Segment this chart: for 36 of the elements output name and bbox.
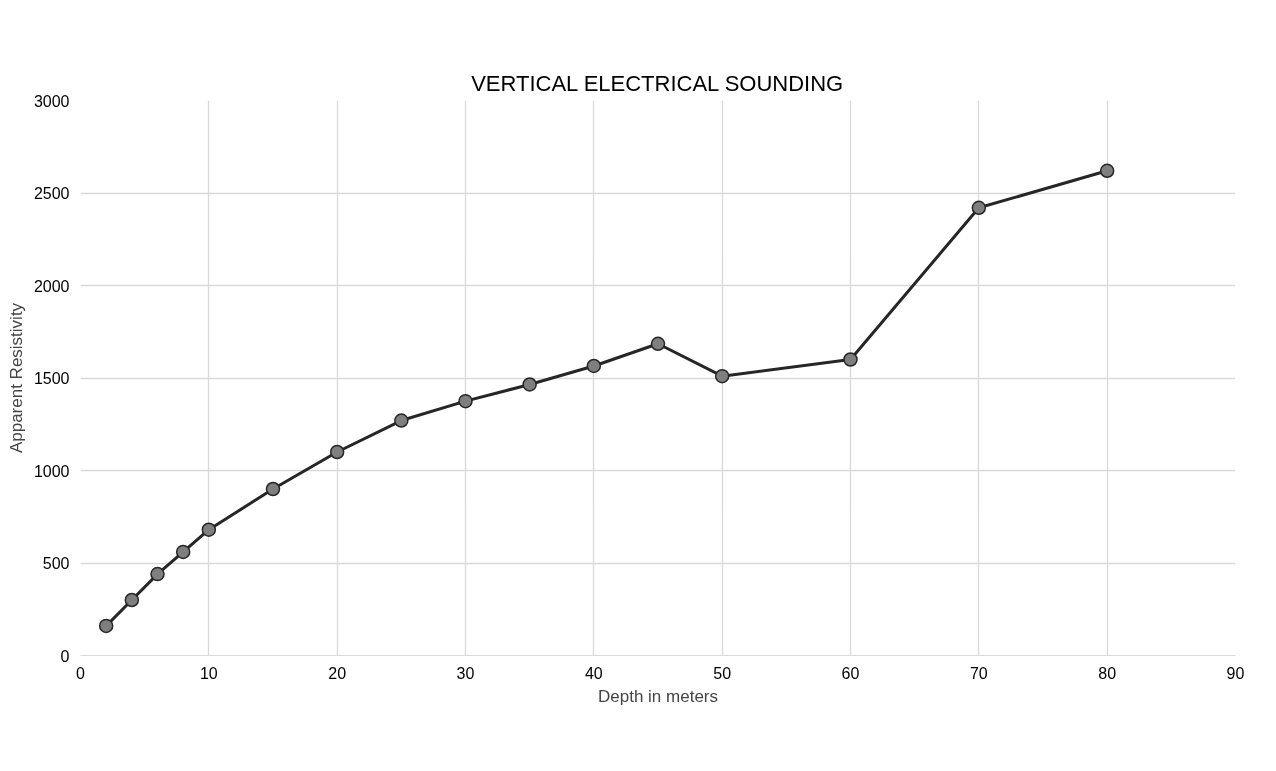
point: [201, 522, 217, 537]
point: [394, 413, 409, 428]
point: [150, 566, 165, 582]
x-tick-label: 90: [1226, 664, 1245, 682]
x-tick-label: 20: [328, 664, 347, 682]
point: [98, 618, 114, 634]
point: [124, 592, 140, 608]
x-tick-label: 70: [969, 664, 988, 682]
chart-title: VERTICAL ELECTRICAL SOUNDING: [471, 70, 844, 96]
y-tick-label: 1000: [33, 462, 70, 480]
x-axis-title: Depth in meters: [598, 686, 718, 706]
point: [714, 368, 730, 384]
point: [265, 481, 281, 497]
y-axis-title: Apparent Resistivity: [6, 302, 26, 454]
point: [843, 352, 858, 367]
x-tick-label: 50: [713, 664, 732, 682]
y-tick-label: 2500: [33, 185, 70, 202]
y-tick-label: 500: [42, 555, 70, 572]
point: [522, 377, 537, 392]
point: [586, 358, 602, 374]
y-tick-label: 3000: [33, 92, 70, 110]
x-tick-label: 10: [199, 664, 218, 682]
point: [329, 444, 345, 460]
y-tick-label: 0: [60, 647, 70, 665]
x-tick-label: 40: [584, 664, 603, 682]
point: [175, 544, 191, 560]
y-tick-label: 2000: [33, 277, 70, 295]
x-tick-label: 80: [1098, 664, 1117, 682]
x-tick-label: 0: [76, 664, 86, 682]
y-tick-label: 1500: [33, 370, 70, 387]
point: [1099, 163, 1115, 179]
point: [458, 393, 473, 409]
point: [971, 200, 987, 216]
x-tick-label: 60: [841, 664, 860, 682]
point: [650, 336, 666, 352]
x-tick-label: 30: [456, 664, 475, 682]
